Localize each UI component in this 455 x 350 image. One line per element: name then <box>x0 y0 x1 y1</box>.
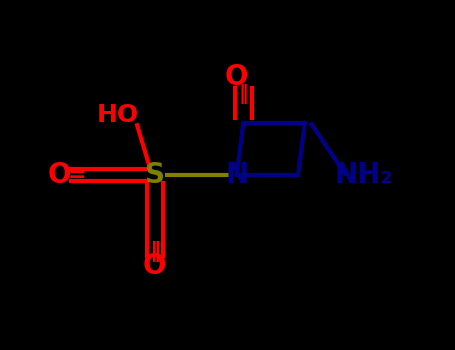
Text: HO: HO <box>97 104 139 127</box>
Text: O: O <box>47 161 71 189</box>
Text: =: = <box>68 165 86 185</box>
Text: O: O <box>225 63 248 91</box>
Text: NH₂: NH₂ <box>335 161 393 189</box>
Text: ‖: ‖ <box>149 241 160 262</box>
Text: S: S <box>145 161 165 189</box>
Text: ‖: ‖ <box>238 84 248 104</box>
Text: O: O <box>143 252 167 280</box>
Text: N: N <box>225 161 248 189</box>
